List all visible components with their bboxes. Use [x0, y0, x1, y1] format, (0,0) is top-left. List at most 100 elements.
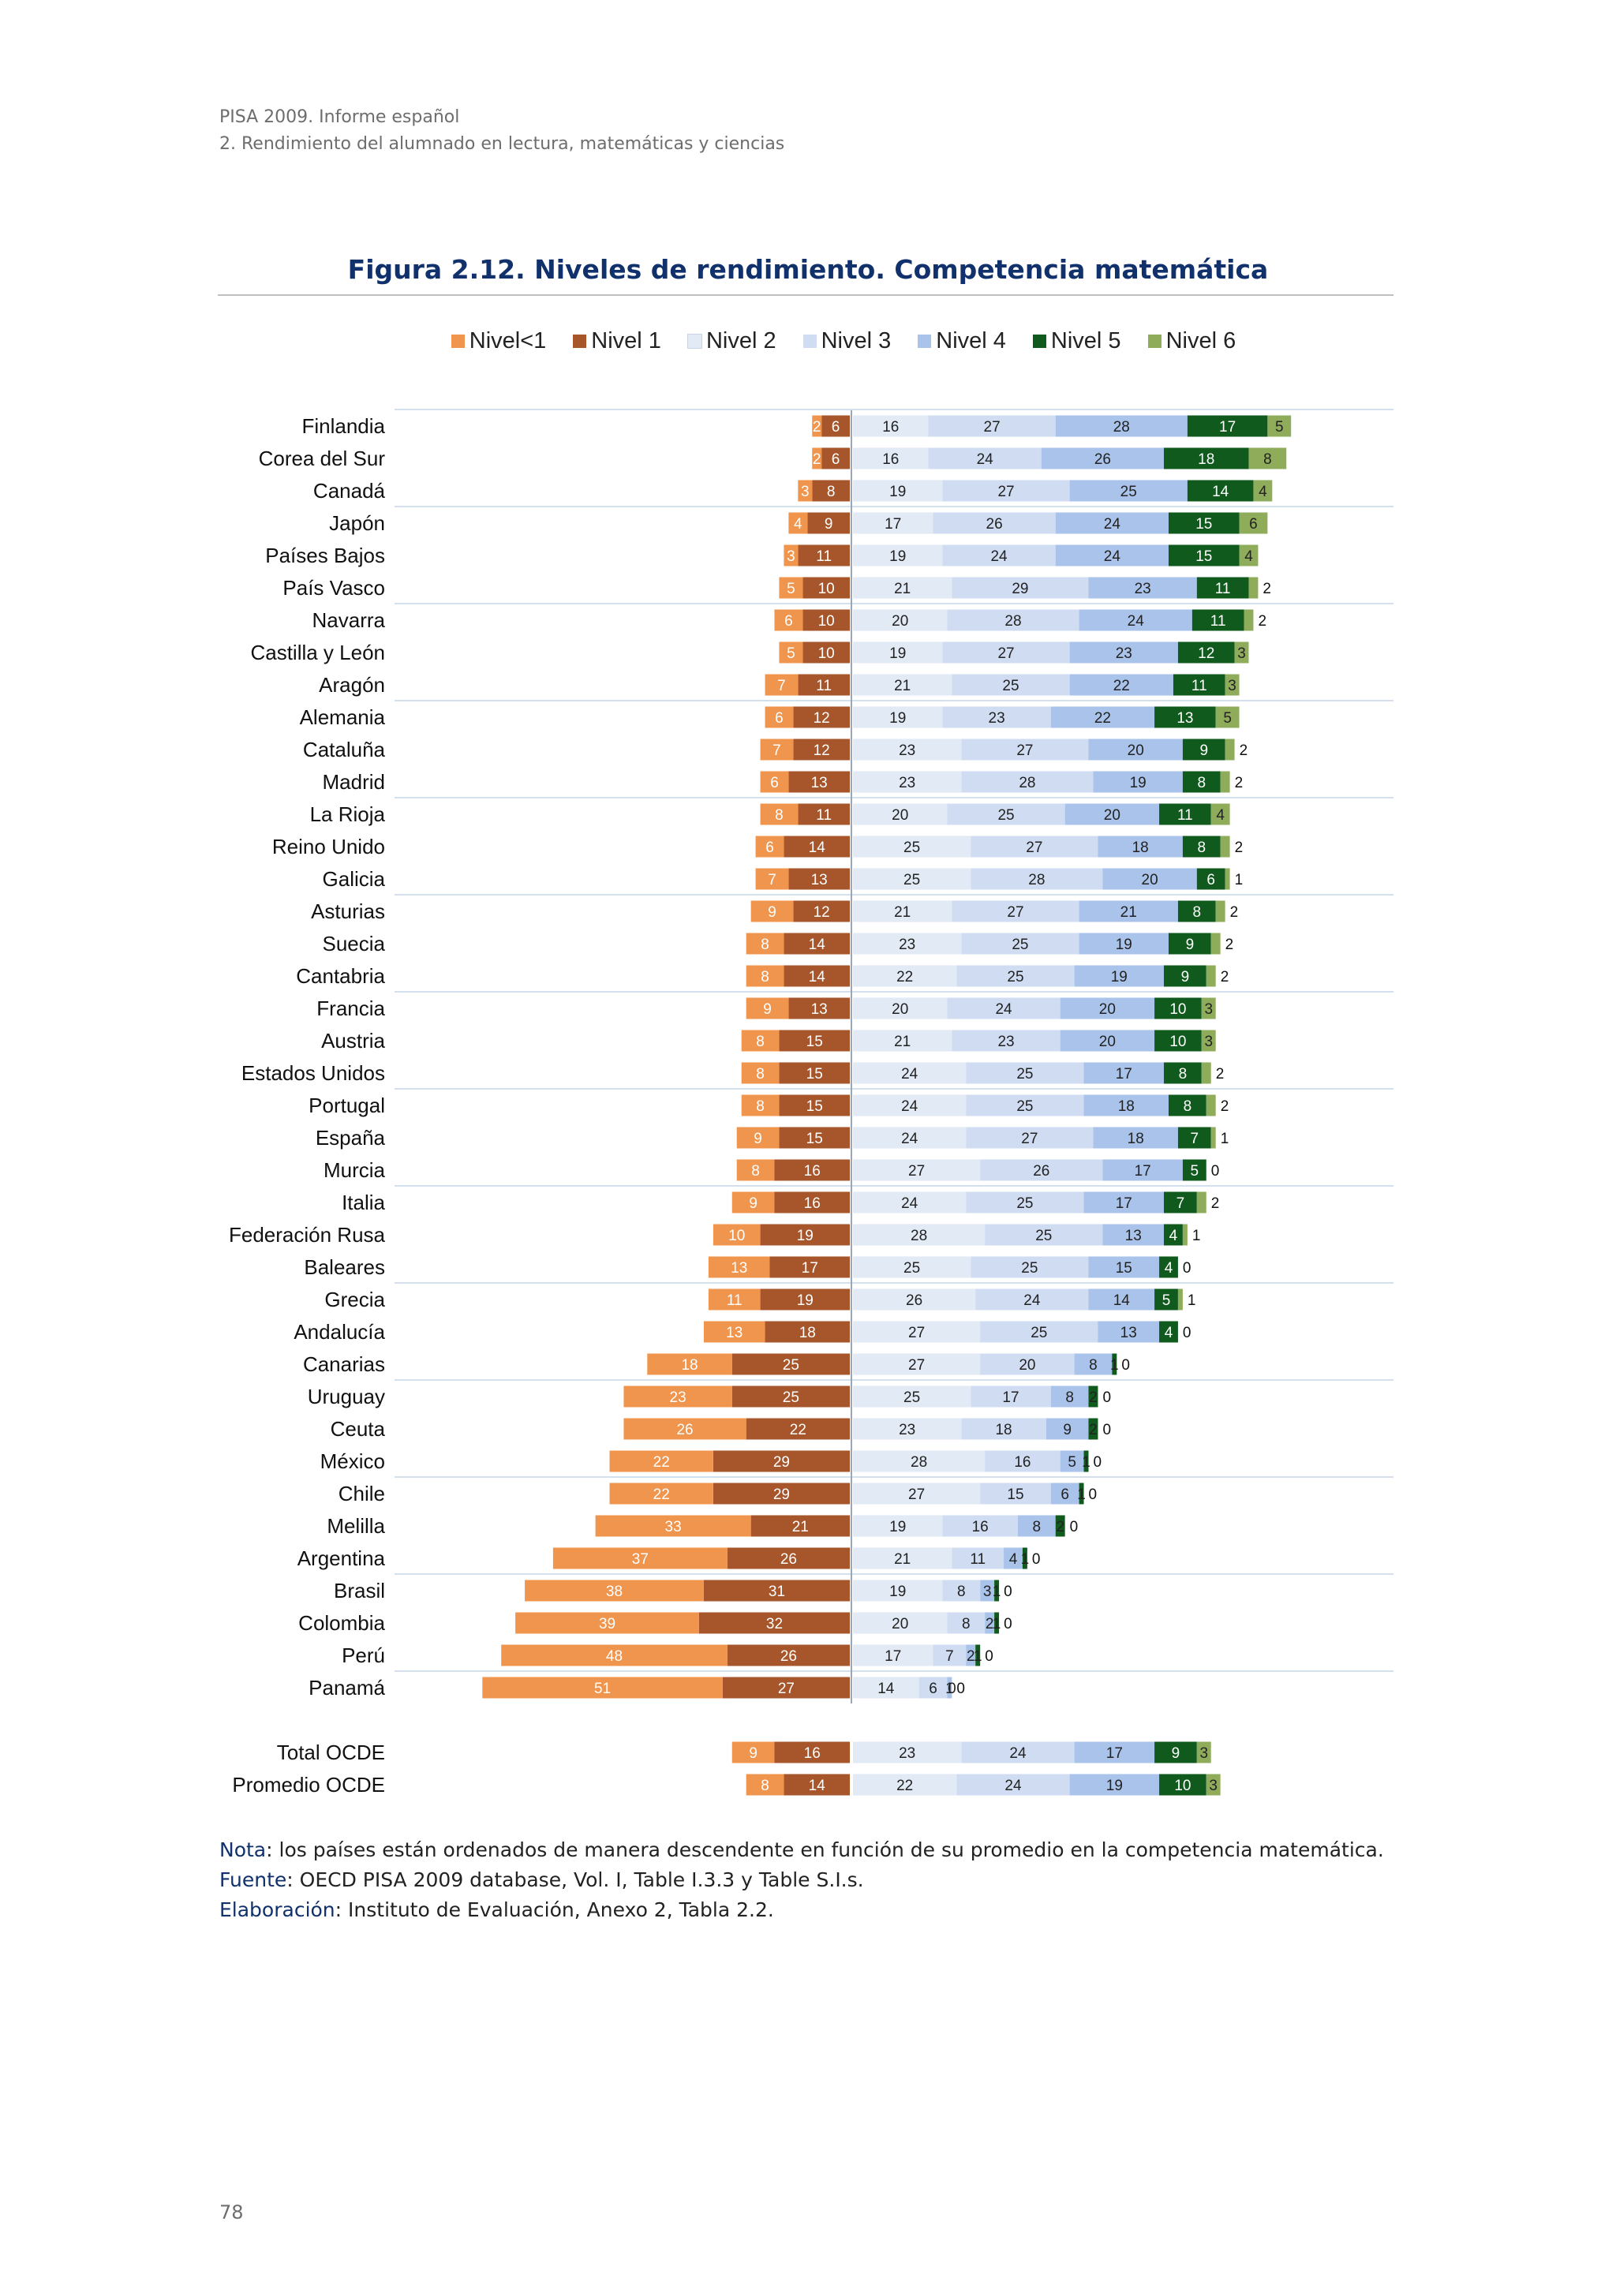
bar-segment-nivel-3 [966, 1094, 1084, 1116]
data-label: 2 [1089, 1422, 1098, 1438]
bar-segment-nivel-1 [788, 868, 850, 890]
data-label: 21 [894, 1034, 911, 1050]
data-label: 2 [1230, 904, 1239, 921]
bar-segment-nivel-3 [971, 868, 1103, 890]
bar-segment-nivel-1 [812, 480, 850, 502]
data-label: 6 [832, 419, 840, 436]
data-label: 9 [754, 1131, 762, 1147]
bar-segment-nivel-2 [853, 771, 962, 793]
bar-segment-nivel-2 [853, 1741, 962, 1763]
data-label: 9 [1063, 1422, 1072, 1438]
bar-segment-nivel-6 [1201, 997, 1216, 1019]
bar-segment-nivel-4 [1098, 836, 1183, 858]
data-label: 28 [1019, 775, 1035, 791]
data-label: 6 [1206, 872, 1215, 888]
bar-segment-nivel-3 [952, 900, 1079, 922]
data-label: 22 [653, 1454, 670, 1471]
legend-swatch [802, 334, 817, 348]
data-label: 8 [756, 1098, 765, 1115]
data-label: 3 [1204, 1001, 1213, 1018]
data-label: 17 [802, 1260, 818, 1277]
data-label: 8 [962, 1616, 971, 1632]
bar-segment-nivel-lt-1 [501, 1644, 728, 1666]
bar-segment-nivel-3 [980, 1159, 1103, 1181]
bar-segment-nivel-1 [727, 1547, 850, 1569]
data-label: 14 [877, 1681, 895, 1697]
data-label: 19 [889, 548, 906, 565]
data-label: 25 [903, 1389, 920, 1406]
data-label: 20 [892, 807, 908, 824]
data-label: 27 [997, 645, 1014, 662]
bar-segment-nivel-lt-1 [784, 544, 799, 567]
data-label: 23 [899, 937, 915, 953]
data-label: 0 [1211, 1163, 1220, 1180]
data-label: 25 [903, 872, 920, 888]
bar-segment-nivel-5 [1088, 1385, 1098, 1408]
data-label: 18 [1132, 839, 1149, 856]
category-label: Promedio OCDE [232, 1773, 385, 1797]
bar-segment-nivel-5 [1191, 609, 1244, 631]
data-label: 3 [801, 484, 810, 500]
category-label: Colombia [298, 1611, 385, 1635]
bar-segment-nivel-5 [1154, 706, 1216, 728]
data-label: 23 [1135, 581, 1151, 597]
data-label: 7 [945, 1648, 954, 1665]
legend-swatch [1147, 334, 1162, 348]
data-label: 2 [1056, 1519, 1064, 1535]
bar-segment-nivel-5 [1154, 997, 1202, 1019]
data-label: 18 [681, 1357, 698, 1374]
bar-segment-nivel-lt-1 [741, 1030, 780, 1052]
data-label: 24 [995, 1001, 1012, 1018]
data-label: 8 [756, 1034, 765, 1050]
data-label: 21 [1120, 904, 1137, 921]
bar-segment-nivel-1 [774, 1741, 850, 1763]
bar-segment-nivel-3 [961, 1741, 1075, 1763]
bar-segment-nivel-6 [1248, 447, 1287, 469]
data-label: 2 [1262, 581, 1271, 597]
legend-swatch [451, 334, 465, 348]
data-label: 20 [1142, 872, 1158, 888]
data-label: 23 [899, 1422, 915, 1438]
bar-segment-nivel-2 [853, 739, 962, 761]
data-label: 0 [1089, 1486, 1098, 1503]
data-label: 38 [606, 1584, 623, 1600]
bar-segment-nivel-5 [1164, 1062, 1202, 1084]
data-label: 27 [908, 1486, 925, 1503]
data-label: 13 [811, 1001, 828, 1018]
bar-segment-nivel-3 [928, 447, 1042, 469]
data-label: 19 [1111, 969, 1128, 985]
data-label: 28 [911, 1454, 927, 1471]
data-label: 5 [1162, 1292, 1171, 1309]
data-label: 8 [1193, 904, 1202, 921]
bar-segment-nivel-1 [784, 933, 850, 955]
source-label: Fuente [219, 1868, 287, 1891]
data-label: 19 [1116, 937, 1132, 953]
bar-segment-nivel-3 [985, 1224, 1103, 1246]
category-label: Japón [329, 511, 385, 535]
data-label: 3 [787, 548, 795, 565]
bar-segment-nivel-1 [779, 1062, 850, 1084]
bar-segment-nivel-3 [933, 1644, 967, 1666]
data-label: 4 [1244, 548, 1253, 565]
data-label: 27 [778, 1681, 795, 1697]
data-label: 4 [794, 516, 802, 533]
data-label: 1 [993, 1584, 1001, 1600]
bar-segment-nivel-5 [1196, 577, 1249, 599]
bar-segment-nivel-5 [1159, 1321, 1178, 1343]
bar-segment-nivel-1 [802, 641, 850, 664]
data-label: 22 [896, 969, 913, 985]
data-label: 26 [906, 1292, 922, 1309]
bar-segment-nivel-6 [1225, 868, 1230, 890]
data-label: 6 [770, 775, 779, 791]
data-label: 5 [1191, 1163, 1199, 1180]
bar-segment-nivel-2 [853, 706, 943, 728]
bar-segment-nivel-4 [980, 1580, 995, 1602]
bar-segment-nivel-5 [994, 1612, 1000, 1634]
data-label: 25 [1007, 969, 1023, 985]
legend-item-nivel-6: Nivel 6 [1147, 328, 1236, 354]
data-label: 11 [1177, 807, 1193, 824]
data-label: 13 [731, 1260, 747, 1277]
data-label: 8 [761, 1778, 769, 1794]
data-label: 21 [894, 581, 911, 597]
